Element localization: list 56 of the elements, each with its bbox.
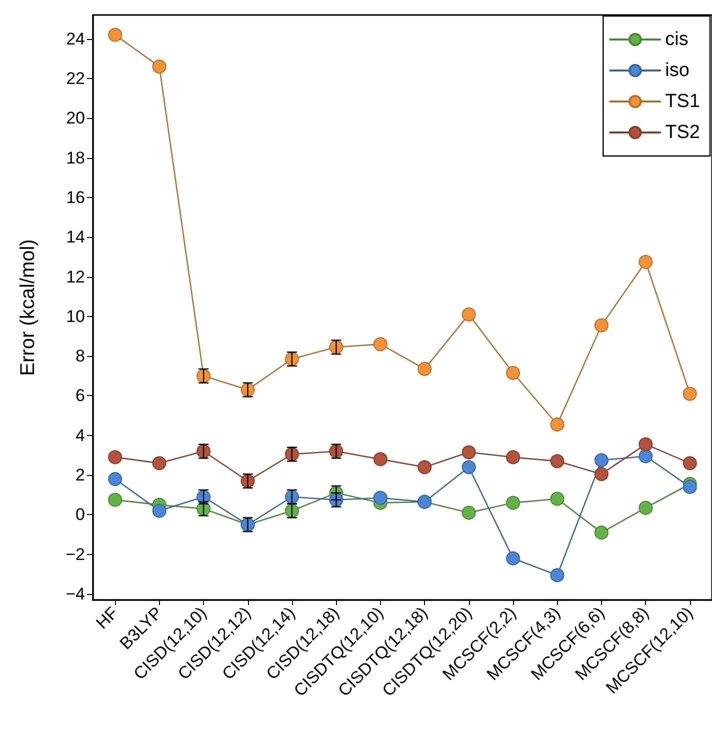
y-tick-label: 6 — [76, 386, 85, 406]
y-axis-title: Error (kcal/mol) — [17, 239, 39, 376]
point — [550, 568, 564, 582]
y-tick-label: 22 — [66, 68, 85, 88]
y-tick-label: 16 — [66, 188, 85, 207]
point — [418, 362, 432, 376]
y-tick-label: 24 — [66, 29, 85, 48]
point — [506, 450, 520, 464]
point — [462, 445, 476, 460]
y-tick-label: 14 — [66, 228, 85, 247]
legend-label: TS2 — [665, 122, 700, 143]
point — [638, 449, 653, 464]
y-tick-label: 8 — [76, 346, 85, 366]
legend-label: iso — [665, 60, 690, 81]
point — [594, 318, 608, 332]
y-tick-label: 0 — [76, 505, 85, 524]
y-tick-label: 10 — [66, 306, 85, 326]
point — [638, 500, 653, 515]
point — [152, 60, 166, 74]
y-tick-label: −4 — [66, 584, 85, 604]
point — [550, 418, 564, 432]
point — [108, 472, 122, 486]
point — [373, 337, 388, 352]
y-tick-label: 4 — [76, 426, 85, 445]
point — [506, 551, 520, 566]
y-tick-label: 12 — [66, 267, 85, 286]
y-tick-label: 20 — [66, 108, 85, 128]
y-tick-label: 2 — [76, 466, 85, 485]
point — [506, 496, 520, 510]
point — [462, 307, 476, 322]
point — [373, 490, 388, 505]
point — [594, 526, 608, 540]
point — [108, 28, 122, 42]
legend-label: TS1 — [665, 91, 700, 112]
point — [506, 366, 520, 380]
point — [152, 504, 166, 518]
point — [550, 454, 564, 468]
point — [638, 254, 653, 269]
y-tick-label: 18 — [66, 148, 85, 168]
point — [462, 506, 476, 520]
point — [638, 437, 653, 452]
point — [594, 467, 608, 482]
point — [152, 456, 166, 470]
point — [594, 453, 608, 468]
legend-label: cis — [665, 29, 688, 50]
point — [550, 492, 564, 506]
point — [373, 452, 388, 466]
point — [682, 456, 697, 470]
point — [108, 492, 122, 507]
point — [682, 480, 697, 494]
x-tick-label: HF — [92, 603, 122, 633]
point — [108, 450, 122, 464]
point — [462, 460, 476, 474]
point — [418, 460, 432, 474]
point — [682, 386, 697, 401]
y-tick-label: −2 — [66, 544, 85, 564]
